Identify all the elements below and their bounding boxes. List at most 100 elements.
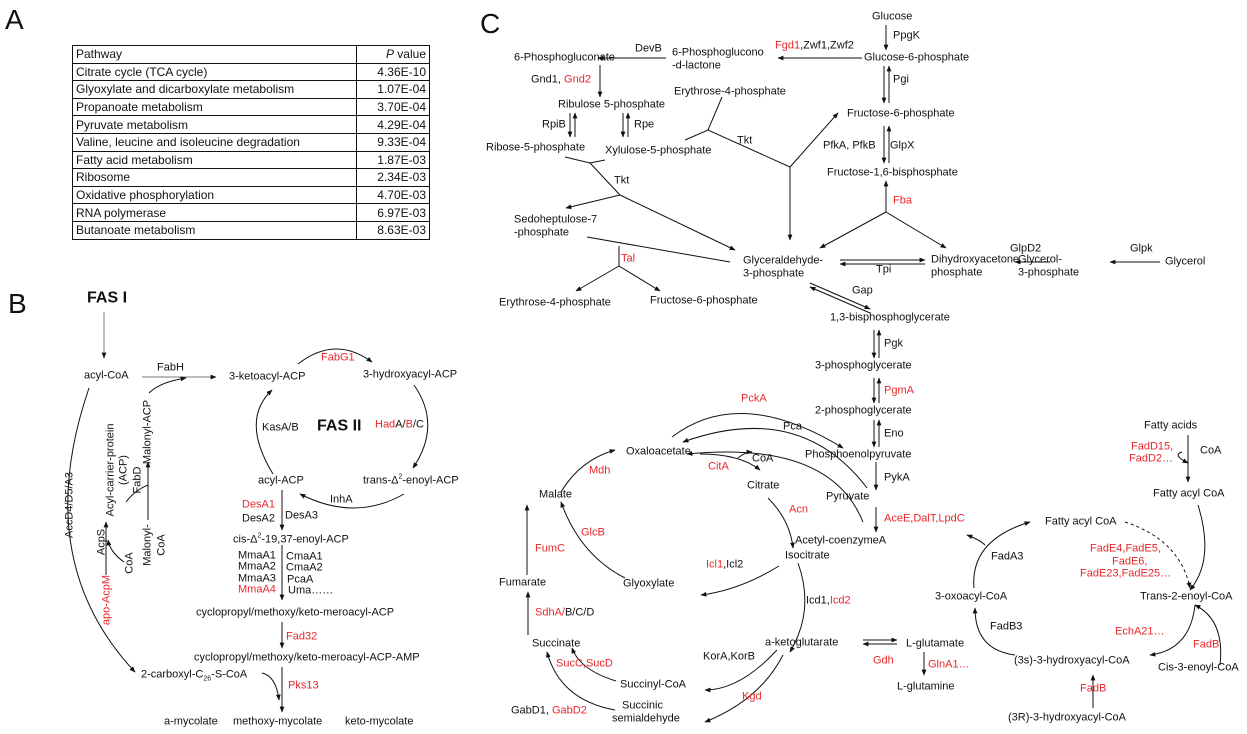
enzyme-text: FadE4,FadE5,	[1090, 542, 1161, 555]
text: acyl-CoA	[84, 369, 129, 382]
label-fabh: FabH	[157, 362, 184, 375]
label-mmaa2: MmaA2	[238, 561, 276, 574]
table-row: Ribosome 2.34E-03	[72, 168, 430, 187]
enzyme-text: SdhA/	[535, 606, 565, 619]
text: a-mycolate	[164, 715, 218, 728]
text: L-glutamate	[906, 637, 965, 650]
text: Fatty acyl CoA	[1045, 515, 1117, 528]
enzyme-text: Had	[375, 418, 396, 431]
text: 2-phosphoglycerate	[815, 404, 912, 417]
label-akg: a-ketoglutarate	[765, 637, 838, 650]
text: 3-phosphate	[743, 267, 805, 280]
label-apo-acpm: apo-AcpM	[101, 575, 114, 625]
enzyme-text: Icl1	[706, 558, 724, 571]
pathway-name: Butanoate metabolism	[72, 220, 357, 240]
reaction-arrow	[973, 521, 1031, 589]
text: AccD4/D5/A3	[63, 471, 76, 539]
label-acee: AceE,DalT,LpdC	[884, 513, 965, 526]
text: 3-phosphate	[1018, 266, 1080, 279]
text: FabD	[131, 466, 144, 494]
label-fas2: FAS II	[317, 418, 361, 435]
text: Tpi	[876, 263, 892, 276]
label-fade3: FadE23,FadE25…	[1080, 568, 1171, 581]
text: Glpk	[1130, 242, 1153, 255]
reaction-arrow	[565, 194, 621, 210]
label-tpi: Tpi	[876, 264, 891, 277]
label-pyka: PykA	[884, 472, 910, 485]
table-row: Fatty acid metabolism 1.87E-03	[72, 150, 430, 170]
label-fatty-acyl2: Fatty acyl CoA	[1045, 516, 1117, 529]
text: 3-ketoacyl-ACP	[229, 370, 306, 383]
reaction-arrow	[682, 427, 868, 489]
text: ,Icl2	[723, 558, 744, 571]
text: 3-hydroxyacyl-ACP	[363, 368, 458, 381]
label-fba: Fba	[893, 195, 912, 208]
enzyme-text: Icd2	[829, 594, 851, 607]
text: 26	[203, 675, 212, 683]
text: Icd1,	[806, 594, 830, 607]
label-glucose: Glucose	[872, 11, 912, 24]
reaction-arrow	[575, 265, 620, 292]
label-glyoxylate: Glyoxylate	[623, 578, 674, 591]
text: methoxy-mycolate	[233, 715, 323, 728]
label-kor: KorA,KorB	[703, 651, 755, 664]
text: B/C/D	[564, 606, 595, 619]
table-row: Butanoate metabolism 8.63E-03	[72, 220, 430, 240]
label-acn: Acn	[789, 504, 808, 517]
label-tal: Tal	[621, 253, 635, 266]
label-fas1: FAS I	[87, 290, 127, 307]
reaction-arrow	[412, 384, 429, 469]
label-pg6: 6-Phosphogluconate	[514, 52, 615, 65]
label-keto-mycolate: keto-mycolate	[345, 716, 413, 729]
enzyme-text: FumC	[535, 542, 565, 555]
text: GabD1,	[511, 704, 552, 717]
label-gabd1: GabD1, GabD2	[511, 705, 587, 718]
text: Succinyl-CoA	[620, 678, 687, 691]
reaction-arrow	[809, 286, 871, 314]
label-glutamine: L-glutamine	[897, 681, 954, 694]
reaction-arrow	[125, 484, 149, 503]
label-mmaa3: MmaA3	[238, 573, 276, 586]
reaction-arrow	[699, 453, 761, 471]
label-lactone1: 6-Phosphoglucono	[672, 47, 764, 60]
enzyme-text: Kgd	[742, 690, 762, 703]
text: Glycerol	[1165, 255, 1206, 268]
label-eno: Eno	[884, 428, 904, 441]
text: Fatty acyl CoA	[1153, 487, 1225, 500]
label-dhap1: Dihydroxyacetone	[931, 254, 1019, 267]
reaction-arrow	[1194, 604, 1222, 666]
reaction-arrow	[809, 282, 871, 310]
label-erythrose-top: Erythrose-4-phosphate	[674, 86, 786, 99]
label-tkt1: Tkt	[737, 135, 752, 148]
text: trans-Δ	[363, 474, 399, 487]
reaction-arrow	[686, 451, 864, 523]
pathway-name: Propanoate metabolism	[72, 97, 357, 117]
label-fatty-acids: Fatty acids	[1144, 420, 1197, 433]
text: PykA	[884, 471, 910, 484]
text: -enoyl-ACP	[402, 474, 459, 487]
panel-label-c: C	[480, 8, 501, 39]
enzyme-text: FadE6,	[1112, 555, 1148, 568]
label-icd1: Icd1,Icd2	[806, 595, 851, 608]
label-rpib: RpiB	[542, 119, 566, 132]
label-malate: Malate	[539, 489, 572, 502]
reaction-arrow	[1149, 604, 1196, 657]
reaction-arrow	[618, 265, 661, 292]
enzyme-text: PgmA	[884, 384, 914, 397]
label-cita: CitA	[708, 461, 729, 474]
text: Uma……	[288, 584, 334, 597]
text: Succinate	[532, 637, 581, 650]
label-sedo2: -phosphate	[514, 227, 569, 240]
text: KorA,KorB	[703, 650, 755, 663]
text: keto-mycolate	[345, 715, 414, 728]
label-sedo1: Sedoheptulose-7	[514, 214, 597, 227]
label-fade1: FadE4,FadE5,	[1090, 543, 1161, 556]
label-glutamate: L-glutamate	[906, 638, 964, 651]
text: MmaA1	[238, 549, 276, 562]
label-acp: Acyl-carrier-protein	[105, 424, 118, 517]
label-pca: Pca	[783, 421, 802, 434]
label-fumc: FumC	[535, 543, 565, 556]
enzyme-text: GabD2	[551, 704, 587, 717]
text: ,Zwf1,Zwf2	[800, 39, 854, 52]
label-fadd15: FadD15,	[1131, 441, 1173, 454]
